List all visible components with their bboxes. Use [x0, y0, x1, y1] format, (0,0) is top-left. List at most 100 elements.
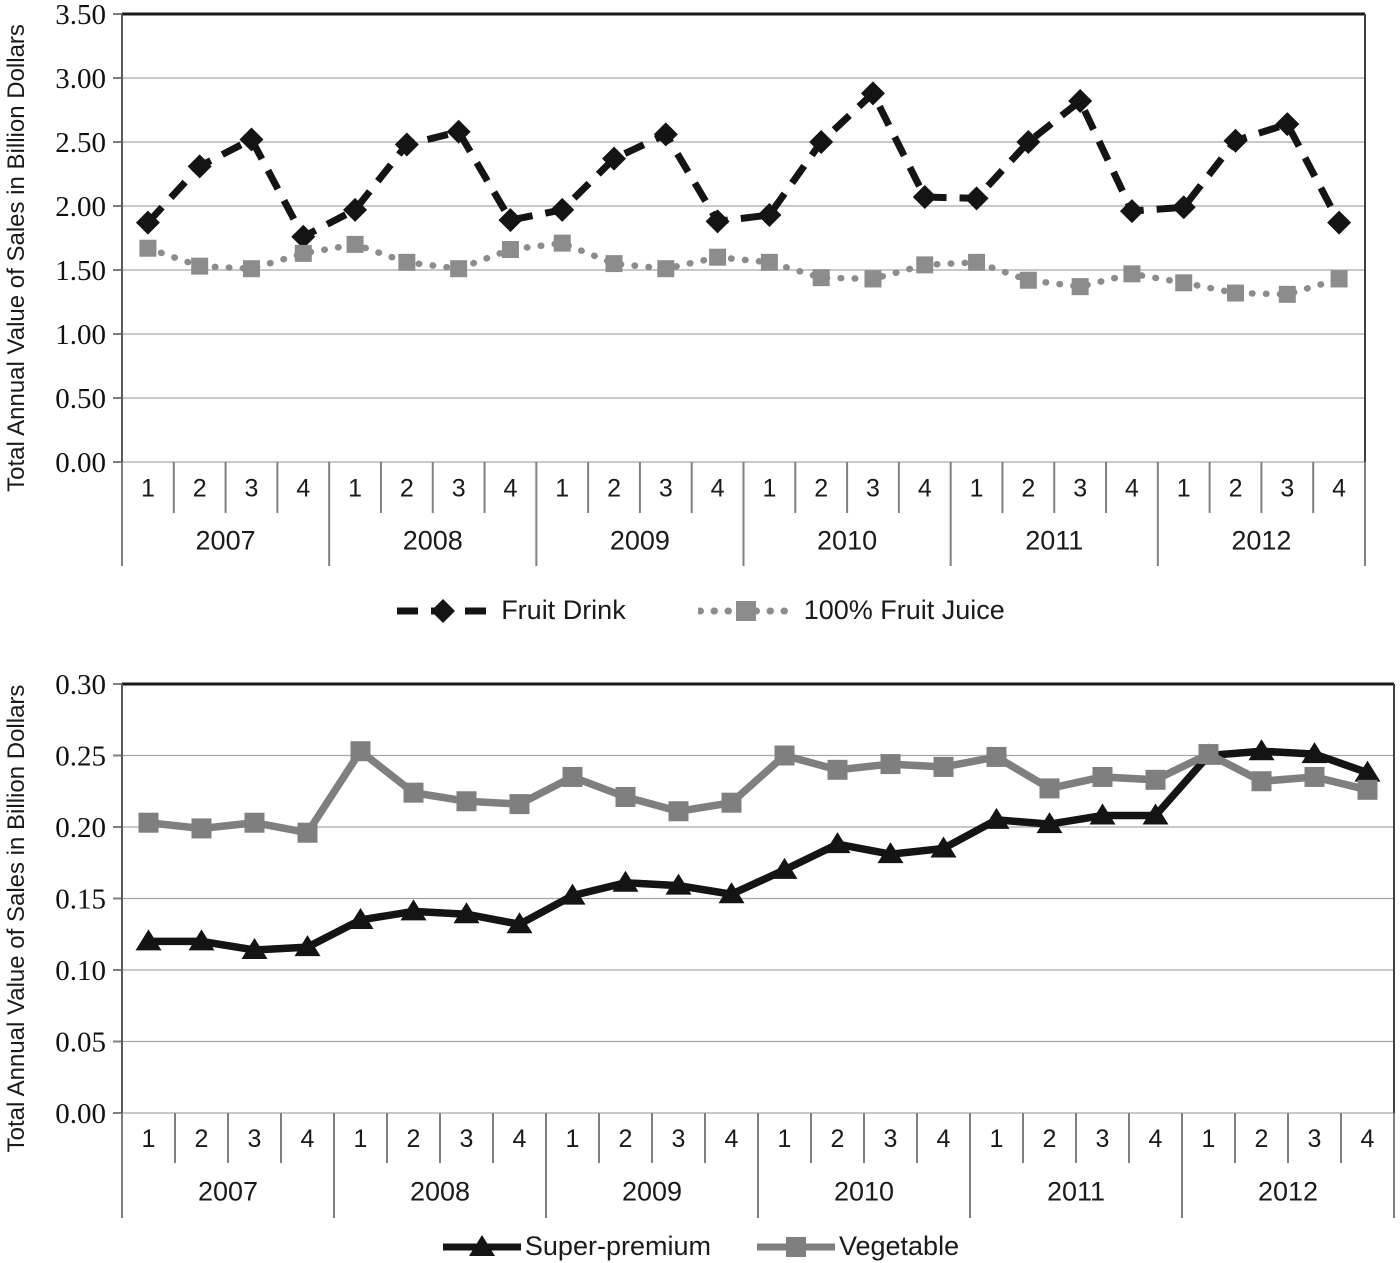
square-marker: [916, 256, 934, 274]
y-tick-label: 0.50: [55, 383, 106, 415]
quarter-label: 3: [248, 1125, 262, 1153]
quarter-label: 3: [866, 475, 880, 503]
quarter-label: 2: [193, 475, 207, 503]
square-marker: [668, 801, 689, 822]
quarter-label: 3: [1096, 1125, 1110, 1153]
quarter-label: 2: [607, 475, 621, 503]
diamond-marker: [653, 122, 678, 147]
quarter-label: 1: [348, 475, 362, 503]
quarter-label: 4: [503, 475, 517, 503]
triangle-marker: [559, 883, 586, 905]
square-marker: [605, 255, 623, 273]
triangle-marker: [400, 899, 427, 921]
quarter-label: 4: [301, 1125, 315, 1153]
square-marker: [553, 234, 571, 252]
quarter-label: 4: [296, 475, 310, 503]
quarter-label: 4: [918, 475, 932, 503]
year-label: 2009: [622, 1177, 682, 1207]
quarter-label: 2: [1043, 1125, 1057, 1153]
diamond-marker: [550, 197, 575, 222]
square-marker: [138, 812, 159, 833]
quarter-label: 1: [354, 1125, 368, 1153]
square-marker: [657, 260, 675, 278]
square-marker: [242, 260, 260, 278]
quarter-label: 1: [566, 1125, 580, 1153]
quarter-label: 4: [1149, 1125, 1163, 1153]
quarter-label: 2: [619, 1125, 633, 1153]
triangle-marker: [771, 857, 798, 879]
quarter-label: 1: [990, 1125, 1004, 1153]
quarter-label: 3: [245, 475, 259, 503]
square-marker: [456, 791, 477, 812]
quarter-label: 2: [1255, 1125, 1269, 1153]
year-label: 2010: [834, 1177, 894, 1207]
y-tick-label: 3.00: [55, 63, 106, 95]
triangle-marker: [930, 836, 957, 858]
legend-item-super-premium: Super-premium: [441, 1231, 711, 1262]
square-marker: [450, 260, 468, 278]
square-marker: [294, 244, 312, 262]
quarter-label: 1: [970, 475, 984, 503]
quarter-label: 1: [142, 1125, 156, 1153]
square-marker: [1071, 278, 1089, 296]
square-marker: [774, 745, 795, 766]
square-marker: [1304, 766, 1325, 787]
diamond-marker: [809, 130, 834, 154]
quarter-label: 3: [1308, 1125, 1322, 1153]
triangle-marker: [347, 907, 374, 929]
triangle-marker: [612, 870, 639, 892]
legend-bottom-chart: Super-premium Vegetable: [0, 1231, 1400, 1262]
y-tick-label: 0.20: [55, 812, 106, 844]
square-marker: [403, 782, 424, 803]
square-marker: [398, 253, 416, 271]
quarter-label: 3: [659, 475, 673, 503]
diamond-marker: [964, 186, 989, 211]
y-tick-label: 0.05: [55, 1027, 106, 1059]
diamond-marker: [1223, 128, 1248, 153]
quarter-label: 4: [725, 1125, 739, 1153]
legend-label: Vegetable: [838, 1231, 960, 1261]
square-marker: [1227, 284, 1245, 302]
quarter-label: 4: [513, 1125, 527, 1153]
quarter-label: 2: [814, 475, 828, 503]
square-marker: [1123, 265, 1141, 283]
quarter-label: 2: [1021, 475, 1035, 503]
series-line-black: [145, 87, 1343, 242]
diamond-marker: [343, 197, 368, 222]
quarter-label: 4: [1332, 475, 1346, 503]
triangle-marker: [824, 832, 851, 854]
triangle-marker: [294, 935, 321, 957]
square-marker: [1198, 744, 1219, 765]
triangle-marker: [506, 912, 533, 934]
diamond-marker: [1016, 130, 1041, 154]
diamond-marker: [912, 185, 937, 210]
diamond-marker: [1068, 89, 1093, 114]
quarter-label: 3: [884, 1125, 898, 1153]
square-marker: [562, 766, 583, 787]
triangle-marker: [1354, 760, 1381, 782]
diamond-marker: [135, 210, 160, 235]
fruit-juice-line-sample-icon: [697, 600, 794, 621]
year-label: 2009: [610, 526, 670, 556]
quarter-label: 1: [555, 475, 569, 503]
quarter-label: 3: [460, 1125, 474, 1153]
triangle-marker: [188, 929, 215, 951]
year-label: 2008: [410, 1177, 470, 1207]
legend-label: Super-premium: [524, 1231, 711, 1261]
triangle-marker: [665, 873, 692, 895]
triangle-marker: [877, 842, 904, 864]
fruit-drink-vs-juice-chart: 0.00 0.50 1.00 1.50 2.00 2.50 3.00 3.50 1 2 3 4 1 2 3 4…: [3, 0, 1366, 625]
square-marker: [139, 239, 157, 257]
year-label: 2007: [198, 1177, 258, 1207]
square-marker: [709, 248, 727, 266]
square-marker: [827, 759, 848, 780]
legend-marker: [468, 1234, 495, 1256]
triangle-marker: [1301, 742, 1328, 764]
y-tick-label: 3.50: [55, 0, 106, 31]
square-marker: [760, 253, 778, 271]
quarter-label: 1: [778, 1125, 792, 1153]
quarter-label: 2: [407, 1125, 421, 1153]
diamond-marker: [498, 208, 523, 233]
y-tick-label: 1.50: [55, 255, 106, 287]
square-marker: [1145, 769, 1166, 790]
